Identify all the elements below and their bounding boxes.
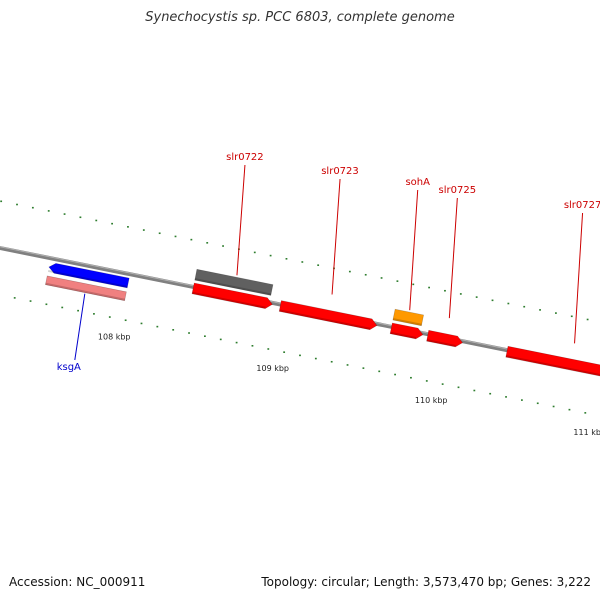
feature-pink-f13 — [45, 275, 127, 302]
feature-cds+-f7 — [505, 345, 600, 377]
feature-cds+-f3 — [278, 300, 378, 331]
label-leader-line — [448, 197, 458, 319]
feature-shade — [390, 331, 417, 339]
scale-tick-label: 109 kbp — [256, 364, 289, 373]
gene-label: slr0723 — [321, 166, 359, 177]
feature-shade — [194, 278, 272, 296]
gene-label: sohA — [405, 177, 430, 188]
feature-shade — [426, 339, 456, 347]
feature-shade — [48, 270, 128, 288]
label-leader-line — [236, 164, 246, 276]
outer-dotted-ring — [0, 200, 589, 321]
scale-tick-label: 110 kbp — [415, 396, 448, 405]
feature-cds+-f6 — [426, 329, 463, 348]
feature-cds+-f2 — [191, 282, 273, 309]
feature-gray-f1 — [194, 268, 274, 296]
feature-shade — [279, 309, 371, 330]
gene-label: ksgA — [57, 362, 81, 373]
accession-label: Accession: NC_000911 — [9, 575, 146, 589]
feature-shade — [505, 355, 600, 377]
feature-shade — [45, 282, 125, 301]
scale-tick-label: 111 kbp — [573, 428, 600, 437]
gene-label: slr0727 — [564, 200, 600, 211]
feature-shade — [192, 291, 266, 309]
label-leader-line — [574, 212, 584, 344]
gene-label: slr0722 — [226, 152, 264, 163]
genome-summary: Topology: circular; Length: 3,573,470 bp… — [261, 575, 591, 589]
feature-shade — [392, 318, 422, 326]
feature-cds+-f5 — [389, 322, 424, 340]
label-leader-line — [409, 189, 419, 311]
scale-tick-label: 108 kbp — [98, 332, 131, 341]
label-leader-line — [74, 293, 86, 361]
label-leader-line — [331, 178, 341, 295]
map-title: Synechocystis sp. PCC 6803, complete gen… — [145, 10, 455, 25]
gene-label: slr0725 — [439, 185, 477, 196]
feature-orange-f4 — [392, 308, 424, 327]
feature-blue-f12 — [48, 263, 130, 289]
inner-dotted-ring — [13, 297, 587, 414]
